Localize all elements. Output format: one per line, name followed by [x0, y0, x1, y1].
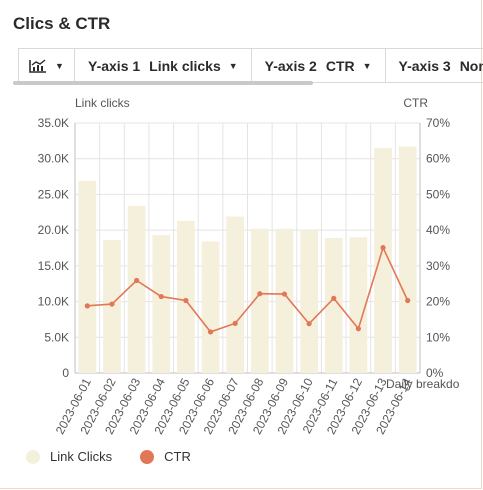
bar	[250, 228, 269, 373]
ctr-point	[380, 245, 386, 251]
ctr-point	[232, 320, 238, 326]
y-tick-label: 25.0K	[38, 187, 69, 201]
bar	[374, 148, 392, 373]
y3-value: None	[459, 57, 483, 74]
y-axis-label: Link clicks	[75, 96, 130, 110]
y2-tick-label: 0%	[426, 366, 444, 380]
y3-label: Y-axis 3	[398, 57, 451, 74]
ctr-point	[84, 303, 90, 309]
y1-label: Y-axis 1	[88, 57, 141, 74]
y2-tick-label: 10%	[426, 330, 450, 344]
bar	[324, 238, 343, 373]
y2-tick-label: 60%	[426, 152, 450, 166]
legend-swatch-line	[140, 449, 155, 464]
y2-label: Y-axis 2	[264, 57, 317, 74]
chart-toolbar: ▼ Y-axis 1 Link clicks ▼ Y-axis 2 CTR ▼ …	[18, 48, 483, 83]
bar	[201, 241, 220, 373]
ctr-point	[257, 291, 263, 297]
y2-axis-label: CTR	[403, 96, 428, 110]
toolbar-scrollbar[interactable]	[13, 81, 313, 85]
chart-type-icon	[29, 58, 46, 73]
bar	[226, 216, 245, 373]
ctr-point	[331, 295, 337, 301]
y2-value: CTR	[325, 57, 355, 74]
legend-label: CTR	[164, 449, 191, 464]
ctr-point	[306, 321, 312, 327]
ctr-point	[281, 291, 288, 297]
y2-tick-label: 40%	[426, 223, 450, 237]
bar	[152, 235, 171, 373]
bar	[127, 205, 146, 373]
chevron-down-icon: ▼	[228, 60, 238, 71]
y-tick-label: 30.0K	[38, 152, 69, 166]
ctr-point	[134, 277, 140, 284]
y-axis-3-dropdown[interactable]: Y-axis 3 None ▼	[386, 49, 483, 82]
legend-swatch-bar	[26, 449, 40, 464]
chart-svg: Link clicks CTR 0 5.0K 10.0K 15.0K 20.0K 25.0…	[38, 96, 460, 437]
ctr-point	[355, 326, 361, 332]
bar	[275, 228, 294, 373]
legend-item-link-clicks[interactable]: Link Clicks	[26, 449, 112, 464]
bar	[78, 180, 97, 373]
bar	[177, 220, 195, 373]
y-tick-label: 5.0K	[44, 330, 69, 344]
chevron-down-icon: ▼	[362, 60, 372, 71]
bar	[349, 237, 368, 373]
y1-value: Link clicks	[149, 57, 221, 74]
bar	[300, 230, 318, 373]
y-tick-label: 15.0K	[38, 259, 69, 273]
y-tick-label: 10.0K	[38, 295, 69, 309]
y2-tick-label: 30%	[426, 259, 450, 273]
ctr-line	[87, 245, 409, 333]
chart-type-dropdown[interactable]: ▼	[18, 49, 75, 82]
y2-tick-label: 20%	[426, 295, 450, 309]
chart-legend: Link Clicks CTR	[26, 449, 219, 464]
y-tick-label: 20.0K	[38, 223, 69, 237]
y-axis-1-dropdown[interactable]: Y-axis 1 Link clicks ▼	[75, 49, 252, 82]
y2-tick-label: 50%	[426, 187, 450, 201]
ctr-point	[405, 297, 411, 304]
bar	[398, 146, 417, 373]
y2-tick-label: 70%	[426, 116, 450, 130]
ctr-point	[207, 329, 214, 335]
ctr-point	[183, 297, 189, 304]
chevron-down-icon: ▼	[55, 60, 64, 71]
panel-title: Clics & CTR	[13, 14, 111, 33]
y-tick-label: 0	[62, 366, 69, 380]
y-tick-label: 35.0K	[38, 116, 69, 130]
ctr-point	[109, 301, 115, 307]
x-axis-label: Daily breakdo	[386, 377, 460, 391]
ctr-point	[158, 293, 164, 300]
y-axis-2-dropdown[interactable]: Y-axis 2 CTR ▼	[252, 49, 386, 82]
legend-label: Link Clicks	[50, 449, 113, 464]
legend-item-ctr[interactable]: CTR	[140, 449, 191, 464]
